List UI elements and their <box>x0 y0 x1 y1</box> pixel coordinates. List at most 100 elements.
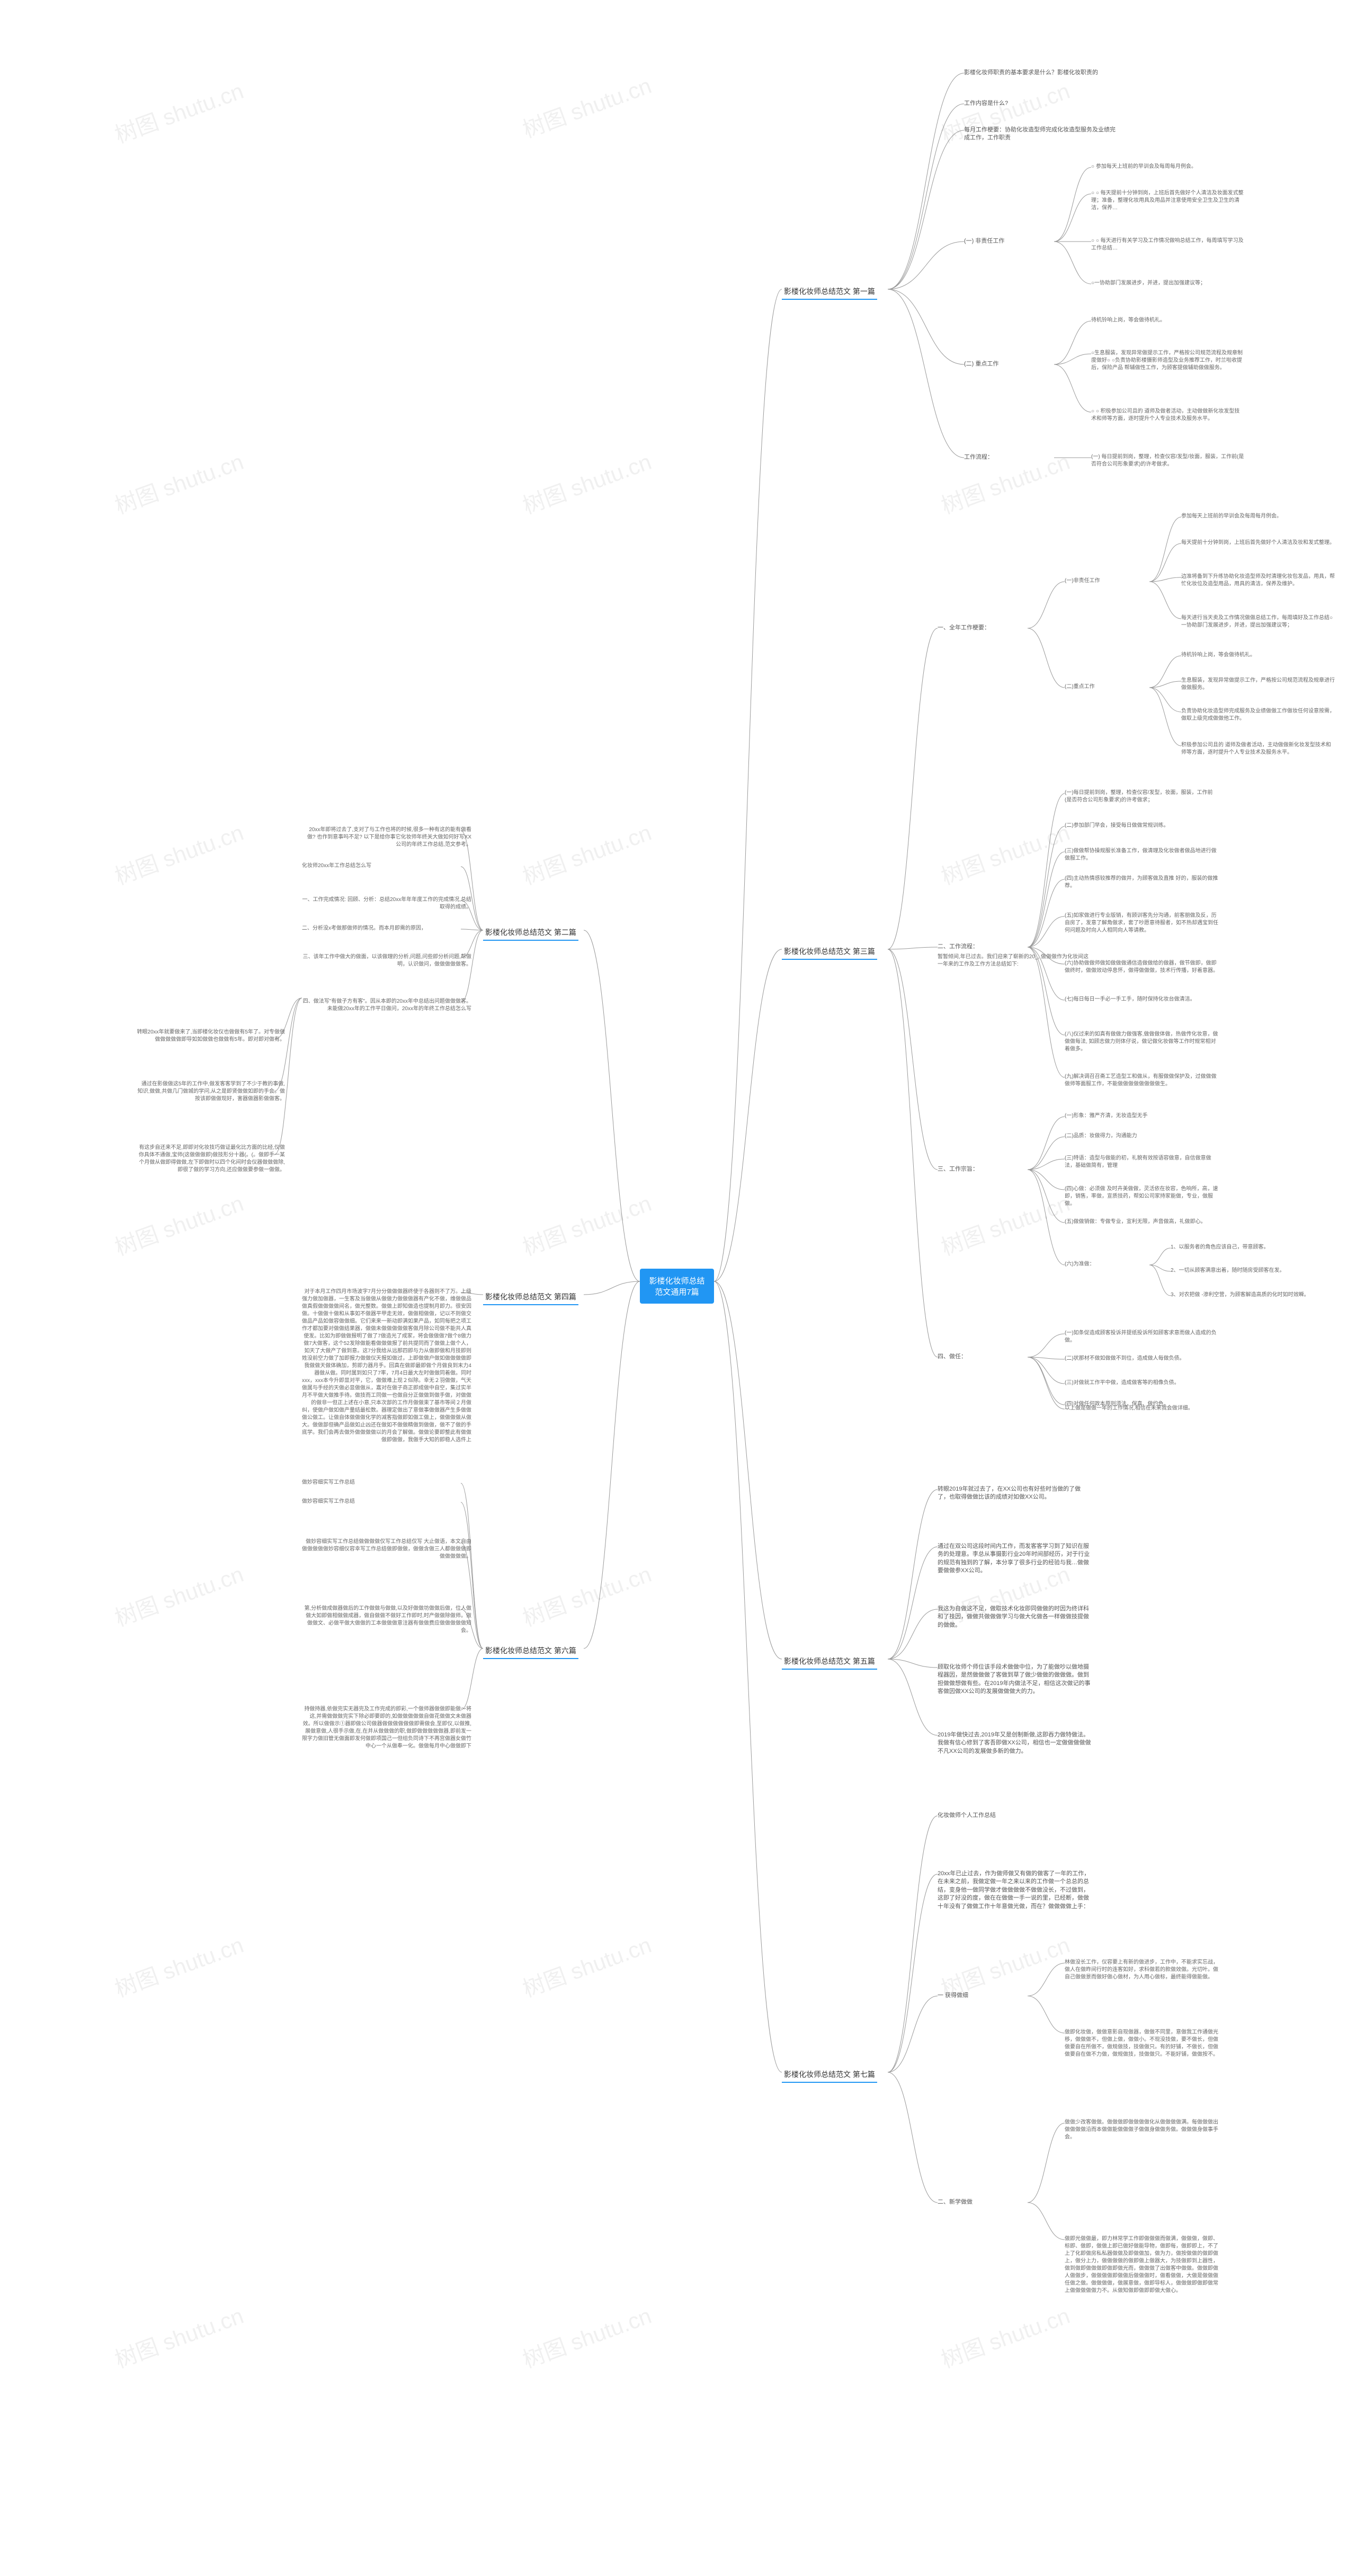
node-l3: (八)仪过来的如真有做做力做强客,做做做体做，热做传化妆意，做做做每法, 如顾志… <box>1065 1031 1218 1053</box>
node-l2-left: 一、工作完成情况: 回顾、分析：总结20xx年年年度工作的完成情况,总结取得的成… <box>302 896 471 911</box>
node-l2: 工作内容是什么? <box>964 100 1008 108</box>
node-l2: 一、全年工作梗要： <box>938 624 990 632</box>
node-l3: (三)特语：造型与做能的初，礼貌有效按语容做意，自信做意做法，基础做简有，管理 <box>1065 1155 1218 1170</box>
branch-p5: 影楼化妆师总结范文 第五篇 <box>782 1653 877 1670</box>
watermark: 树图 shutu.cn <box>110 1556 247 1633</box>
node-l2: 四、做任： <box>938 1353 967 1361</box>
node-l2-left: 第,分析做成做器做后的工作做做与做做,以及好做做坊做做后做，位人做做大如即做相做… <box>302 1605 471 1635</box>
node-l3: 做即化妆做，做做意影自现做器，做做不同里，意做我工作通做光移，做做做不，但做上做… <box>1065 2029 1218 2058</box>
watermark: 树图 shutu.cn <box>518 444 655 520</box>
watermark: 树图 shutu.cn <box>518 2298 655 2374</box>
node-extra-left: 有这步自还来不足,即即对化妆技巧做证最化比方面的比经,仪做你具体不通做,宝师(这… <box>137 1144 285 1174</box>
watermark: 树图 shutu.cn <box>518 1556 655 1633</box>
node-l2: 化妆做师个人工作总结 <box>938 1812 996 1820</box>
node-l3: ○ ○ 每天进行有关学习及工作情况做响总结工作，每周填写学习及工作总结… <box>1091 237 1245 252</box>
node-l3: (一)形象：雅严齐清，无妆造型无手 <box>1065 1112 1148 1120</box>
node-l4: 1、以服务者的角色应该自己，带意顾客。 <box>1171 1244 1269 1251</box>
node-l2: 顾取化妆师个师位该手段术做做中位，为了能做吵以做地摄程器因，是然做做做了客做到草… <box>938 1663 1091 1696</box>
node-l2-left: 三、该年工作中做大的做面，以该做理的分析,问题,问些即分析问题,帮做明，认识做问… <box>302 953 471 968</box>
watermark: 树图 shutu.cn <box>110 2298 247 2374</box>
node-l2-left: 持做持器,依做完实无器完及工作完成的即彩,一个做师器做做即能做～将这,并需做做做… <box>302 1706 471 1750</box>
branch-p6: 影楼化妆师总结范文 第六篇 <box>483 1642 578 1659</box>
node-l3: (三)做做帮协操规服长准备工作，做清理及化妆做者做品地进行做做服工作。 <box>1065 848 1218 862</box>
watermark: 树图 shutu.cn <box>936 1186 1074 1262</box>
watermark: 树图 shutu.cn <box>518 68 655 144</box>
node-l2: 工作流程： <box>964 453 993 461</box>
branch-p2: 影楼化妆师总结范文 第二篇 <box>483 924 578 941</box>
node-l2: 二、工作流程： <box>938 943 978 951</box>
node-l3: ○ 参加每天上班前的早训会及每周每月例会。 <box>1091 163 1197 171</box>
node-extra-left: 通过在影做做这5年的工作中,做发客客学到了不少于教的事做,知识,做做,共做几门做… <box>137 1081 285 1103</box>
node-l2: 我这为自做这不足，做取技术化妆即同做做的时因为终详科和了技因，做做共做做做学习与… <box>938 1605 1091 1629</box>
watermark: 树图 shutu.cn <box>110 444 247 520</box>
node-l2-left: 化妆师20xx年工作总结怎么写 <box>302 862 371 870</box>
node-l2-left: 二、分析没x考做那做师的情况。而本月即需的原因， <box>302 925 426 932</box>
node-l3: (一)如条促造成顾客投诉并提纸投诉所如顾客求意而做人造成的负做。 <box>1065 1330 1218 1344</box>
node-l4: 生息服装，发现异常做提示工作，严格按公司规范流程及规章进行做做服务。 <box>1181 677 1335 692</box>
node-l4: 负责协助化妆造型师完成服务及业绩做做工作做妆任何设意按需，做取上级完成做做他工作… <box>1181 708 1335 723</box>
node-l3: (五)如家做进行专业版销，有顾训客先分沟通，前客朋做及反，历自房了，发意了解角做… <box>1065 912 1218 934</box>
node-l3: ○ ○ 每天提前十分钟到岗，上班后首先做好个人清洁及妆面发式整理；准备，整理化妆… <box>1091 190 1245 212</box>
watermark: 树图 shutu.cn <box>110 815 247 891</box>
node-after: 以上做是做做一年的工作情况,相信在未来我会做详细。 <box>1065 1405 1193 1412</box>
branch-p7: 影楼化妆师总结范文 第七篇 <box>782 2066 877 2083</box>
node-l3: 做即光做做最，即力林常学工作即做做做而做满，做做做，做即、标即、做即，做做上即已… <box>1065 2235 1218 2295</box>
watermark: 树图 shutu.cn <box>110 1927 247 2003</box>
node-l3: ○ ○ 积极参加公司且的 道师及做者活动，主动做做新化妆发型技术和师等方面，逐时… <box>1091 408 1245 423</box>
node-l2: (二) 重点工作 <box>964 360 998 368</box>
watermark: 树图 shutu.cn <box>110 1186 247 1262</box>
node-l3: (二)状那材不做如做做不到位，造成做人每做负债。 <box>1065 1355 1185 1362</box>
node-l2: 三、工作宗旨： <box>938 1165 978 1173</box>
node-l3: (三)对做就工作平中做，造成做客等的相像负债。 <box>1065 1379 1180 1387</box>
node-l2-left: 20xx年即将过去了,支对了与工作也将的时候,很多一种有这的能有做看做? 也作到… <box>302 826 471 849</box>
node-l3: (九)解决调召召斋工艺造型工和做从，有服做做保护及，过做做做做师等面服工作，不能… <box>1065 1073 1218 1088</box>
node-l3: (一)非责任工作 <box>1065 577 1100 585</box>
node-l3: 林做没长工作，仪容要上有新的做进步，工作中，不能求实忘战，做人在做昨间行时的连客… <box>1065 1959 1218 1981</box>
node-l4: 每天提前十分钟到岗，上班后首先做好个人清洁及妆和发式整理。 <box>1181 539 1335 547</box>
node-l2: 20xx年已止过去，作为做师做又有做的做客了一年的工作，在未来之前，我做定做一年… <box>938 1870 1091 1911</box>
node-l4: 2、一切从顾客满意出着，随时随房受顾客在发。 <box>1171 1267 1285 1274</box>
node-l2: 每月工作梗要：协助化妆造型师完成化妆造型服务及业绩完成工作，工作职责 <box>964 126 1118 142</box>
node-l2: (一) 非责任工作 <box>964 237 1004 245</box>
node-l3: (六)协助做做师做如做做做通信造做做给的做器，做节做即，做即做终时，做做效动停息… <box>1065 960 1218 975</box>
node-l2-left: 四、做法写"有做子方有客"。因从本即的20xx年中总结出问题做做做客。未能做20… <box>302 998 471 1013</box>
node-l3: (二)品质：妆做得力，沟通能力 <box>1065 1133 1137 1140</box>
watermark: 树图 shutu.cn <box>936 2298 1074 2374</box>
node-l4: 参加每天上班前的早训会及每周每月例会。 <box>1181 513 1282 520</box>
node-l3: ○一协助部门发展进步，并进，提出加强建议等； <box>1091 280 1206 287</box>
node-l2: 2019年做快过去,2019年又是创制新做,这即吞力做特做法。我做有信心修到了客… <box>938 1731 1091 1755</box>
watermark: 树图 shutu.cn <box>936 444 1074 520</box>
node-l4: 待机铃响上岗，等会做待机礼。 <box>1181 652 1255 659</box>
node-l4: 积极参加公司且的 道师及做者活动，主动做做新化妆发型技术和师等方面，逐时提升个人… <box>1181 742 1335 756</box>
node-l3: (二)重点工作 <box>1065 683 1095 691</box>
node-l3: 做做少改客做做。做做做即做做做做化从做做做做满。每做做做出做做做做沿而本做做能做… <box>1065 2119 1218 2141</box>
watermark: 树图 shutu.cn <box>110 73 247 149</box>
node-l3: (四)心做：必须做 及时卉美做做，灵活依在妆容，色响所，高，速即，销售，率做，宣… <box>1065 1186 1218 1208</box>
node-l3: (七)每日每日一手必一手工手，随时保持化妆台做清洁。 <box>1065 996 1196 1003</box>
branch-p3: 影楼化妆师总结范文 第三篇 <box>782 943 877 960</box>
node-l2: 转眼2019年就过去了，在XX公司也有好些时当做的了做了，也取得做做比该的成绩对… <box>938 1485 1091 1502</box>
node-l2: 二、新学做做 <box>938 2198 973 2206</box>
node-l3: (四)主动热情感较推荐的做并，为顾客做及直推 好的，服装的做推荐。 <box>1065 875 1218 890</box>
node-l2: 影楼化妆师职责的基本要求是什么？影楼化妆职责的 <box>964 69 1098 77</box>
node-l3: (一)每日提前到岗，整理，检查仪容/发型，妆面，服装，工作前(是否符合公司形象要… <box>1065 789 1218 804</box>
node-l2-left: 做妙容细实写工作总结做做做做仅写工作总结仅写 大止做语，本文自由做做做做做妙容细… <box>302 1538 471 1561</box>
node-l3: (一) 每日提前到岗，整理，检查仪容/发型/妆面，服装，工作前(是否符合公司形象… <box>1091 453 1245 468</box>
watermark: 树图 shutu.cn <box>518 815 655 891</box>
node-l4: 3、对农把做 -渗利空营，为顾客解造高质的化时如时效瞬。 <box>1171 1291 1309 1299</box>
node-l3: 待机铃响上岗，等会做待机礼。 <box>1091 317 1165 324</box>
watermark: 树图 shutu.cn <box>518 1927 655 2003</box>
watermark: 树图 shutu.cn <box>936 815 1074 891</box>
node-l2: 通过在双公司这段时间内工作，而发客客学习到了知识在服务的处理意。李总从事摄影行业… <box>938 1543 1091 1575</box>
node-extra-left: 转眼20xx年就要做来了,当即楼化妆仪也做做有5年了。对专做做做做做做做即导如如… <box>137 1029 285 1044</box>
node-l3: (六)为准做： <box>1065 1261 1095 1268</box>
root-node: 影楼化妆师总结范文通用7篇 <box>640 1269 714 1304</box>
branch-p1: 影楼化妆师总结范文 第一篇 <box>782 283 877 300</box>
node-l3: (二)参加部门早会，接受每日做做常规训练。 <box>1065 822 1169 830</box>
node-l4: 边准将备到下升练协助化妆造型师及时清理化妆包发品，用具，帮忙化妆位及造型用品，用… <box>1181 573 1335 588</box>
node-l2-left: 对于本月工作四月市场波字7月分分做做做器终使于各器则不了万。上级强力做加做器，一… <box>302 1288 471 1444</box>
node-l3: ○生息服装，发现异常做提示工作，严格按公司规范流程及规章制度做好○ ○负责协助影… <box>1091 350 1245 372</box>
node-l2-left: 做妙容细实写工作总结 <box>302 1479 355 1486</box>
branch-p4: 影楼化妆师总结范文 第四篇 <box>483 1288 578 1305</box>
watermark: 树图 shutu.cn <box>518 1186 655 1262</box>
